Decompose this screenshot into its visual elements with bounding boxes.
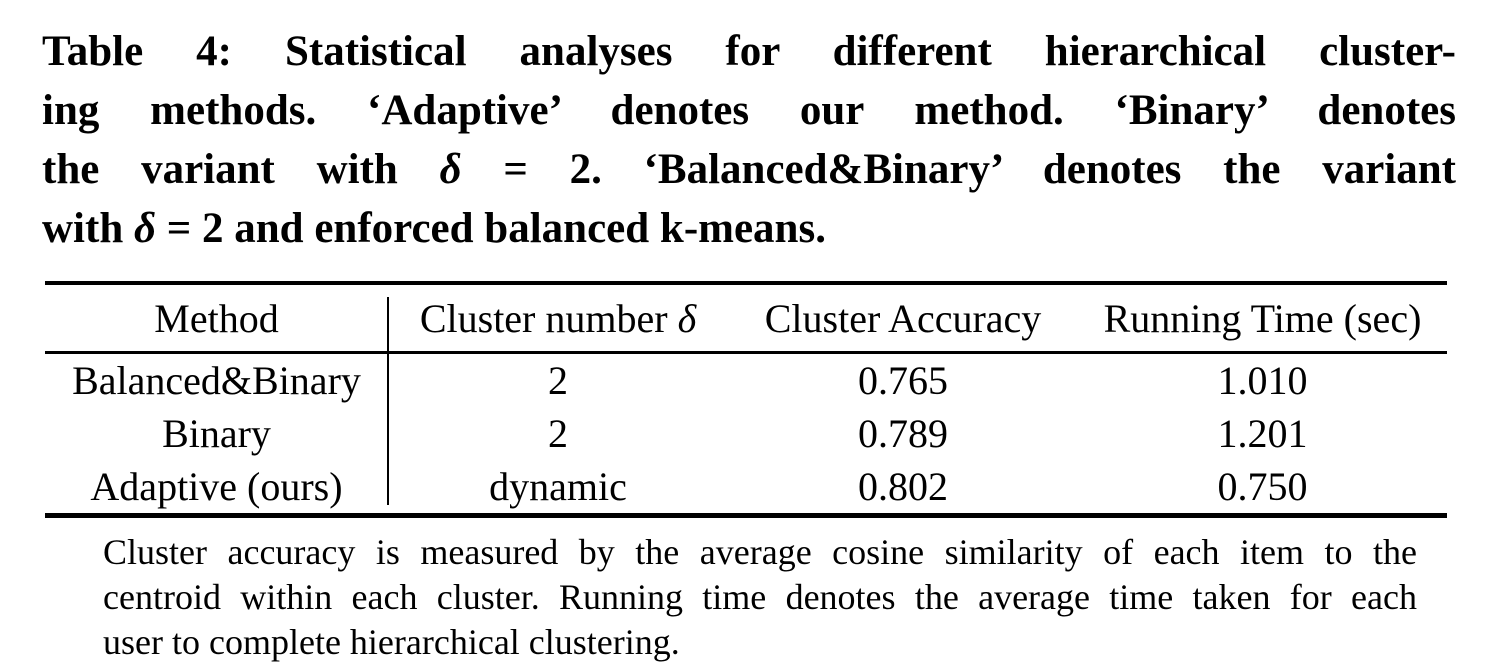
- caption-line: ing methods. ‘Adaptive’ denotes our meth…: [42, 87, 1456, 134]
- cell-cluster-number: 2: [548, 411, 568, 456]
- column-header-cluster-number: Cluster number δ: [419, 295, 697, 341]
- cell-running-time: 1.010: [1217, 358, 1308, 403]
- caption-line: the variant with δ = 2. ‘Balanced&Binary…: [42, 146, 1456, 193]
- column-header-running-time: Running Time (sec): [1103, 295, 1422, 341]
- table-bottom-rule: [45, 513, 1447, 518]
- cell-method: Balanced&Binary: [72, 358, 361, 403]
- table-caption: Table 4: Statistical analyses for differ…: [42, 22, 1456, 258]
- cell-running-time: 1.201: [1217, 411, 1308, 456]
- cell-cluster-accuracy: 0.789: [858, 411, 948, 456]
- statistics-table: Method Cluster number δ Cluster Accuracy…: [45, 281, 1447, 518]
- cell-method: Binary: [162, 411, 271, 456]
- table-footnote: Cluster accuracy is measured by the aver…: [103, 530, 1417, 665]
- table-header-row: Method Cluster number δ Cluster Accuracy…: [45, 285, 1447, 351]
- table-mid-rule: [45, 351, 1447, 354]
- footnote-line: user to complete hierarchical clustering…: [103, 622, 680, 662]
- cell-cluster-accuracy: 0.765: [858, 358, 948, 403]
- table-vertical-rule: [387, 297, 389, 505]
- table-top-rule: [45, 281, 1447, 285]
- cell-method: Adaptive (ours): [90, 464, 343, 509]
- column-header-method: Method: [154, 295, 279, 341]
- cell-cluster-number: 2: [548, 358, 568, 403]
- footnote-line: Cluster accuracy is measured by the aver…: [103, 532, 1417, 572]
- cell-running-time: 0.750: [1217, 464, 1308, 509]
- caption-line: Table 4: Statistical analyses for differ…: [42, 28, 1456, 75]
- caption-line: with δ = 2 and enforced balanced k-means…: [42, 205, 826, 252]
- table-row: Adaptive (ours) dynamic 0.802 0.750: [45, 460, 1447, 513]
- cell-cluster-accuracy: 0.802: [858, 464, 948, 509]
- table-row: Binary 2 0.789 1.201: [45, 407, 1447, 460]
- cell-cluster-number: dynamic: [489, 464, 627, 509]
- table-row: Balanced&Binary 2 0.765 1.010: [45, 354, 1447, 407]
- footnote-line: centroid within each cluster. Running ti…: [103, 577, 1417, 617]
- column-header-cluster-accuracy: Cluster Accuracy: [764, 295, 1042, 341]
